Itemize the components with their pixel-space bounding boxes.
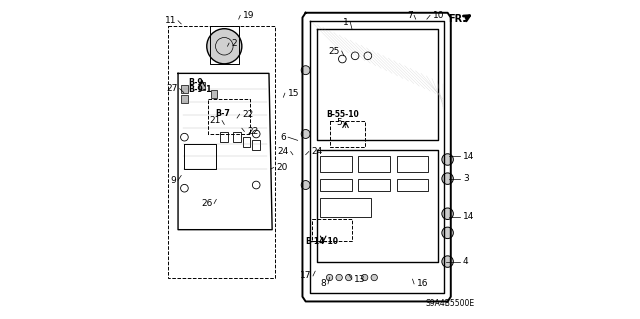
Text: 3: 3 xyxy=(463,174,468,183)
Text: 22: 22 xyxy=(247,127,258,136)
Text: B-55-10: B-55-10 xyxy=(326,110,359,119)
Text: B-7: B-7 xyxy=(215,109,230,118)
Text: 22: 22 xyxy=(242,110,253,119)
Circle shape xyxy=(301,130,310,138)
Circle shape xyxy=(326,274,333,281)
Text: 21: 21 xyxy=(209,116,220,125)
Text: S9A4B5500E: S9A4B5500E xyxy=(426,299,475,308)
Circle shape xyxy=(442,173,453,184)
Polygon shape xyxy=(211,90,218,98)
Text: B-14-10: B-14-10 xyxy=(306,237,339,246)
Text: 13: 13 xyxy=(355,275,366,284)
Polygon shape xyxy=(181,85,188,93)
Text: 8: 8 xyxy=(321,279,326,288)
Circle shape xyxy=(301,66,310,75)
Text: 2: 2 xyxy=(232,39,237,48)
Text: 27: 27 xyxy=(166,84,178,93)
Polygon shape xyxy=(181,95,188,103)
Text: 7: 7 xyxy=(407,11,413,20)
Text: 9: 9 xyxy=(171,176,177,185)
Text: 26: 26 xyxy=(201,199,212,208)
Text: B-9: B-9 xyxy=(189,78,204,87)
Text: 6: 6 xyxy=(281,133,287,142)
Circle shape xyxy=(442,208,453,219)
Text: 19: 19 xyxy=(243,11,254,20)
Text: 25: 25 xyxy=(329,47,340,56)
Circle shape xyxy=(301,181,310,189)
Text: 24: 24 xyxy=(278,147,289,156)
Text: 1: 1 xyxy=(343,18,349,27)
Circle shape xyxy=(442,256,453,267)
Circle shape xyxy=(442,154,453,165)
Circle shape xyxy=(362,274,368,281)
Circle shape xyxy=(207,29,242,64)
Text: 14: 14 xyxy=(463,212,474,221)
Polygon shape xyxy=(199,82,205,90)
Circle shape xyxy=(371,274,378,281)
Text: 16: 16 xyxy=(417,279,428,288)
Text: 24: 24 xyxy=(312,147,323,156)
Text: 11: 11 xyxy=(165,16,177,25)
Text: 20: 20 xyxy=(276,163,287,172)
Circle shape xyxy=(442,227,453,239)
Text: FR.: FR. xyxy=(448,13,466,24)
Text: 4: 4 xyxy=(463,257,468,266)
Text: B-9-1: B-9-1 xyxy=(189,85,212,94)
Text: 17: 17 xyxy=(300,271,312,280)
Text: 10: 10 xyxy=(433,11,444,20)
Text: 14: 14 xyxy=(463,152,474,161)
Circle shape xyxy=(346,274,352,281)
Text: 5: 5 xyxy=(337,118,342,127)
Circle shape xyxy=(336,274,342,281)
Text: 15: 15 xyxy=(287,89,299,98)
